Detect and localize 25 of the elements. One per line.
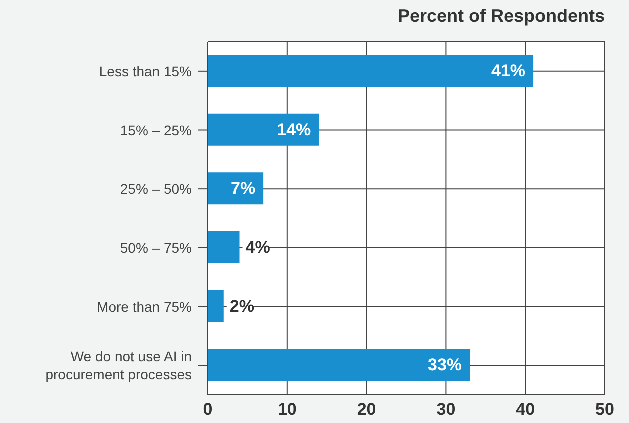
x-tick-label: 10	[278, 400, 297, 420]
data-label: 2%	[230, 296, 254, 316]
chart-title: Percent of Respondents	[398, 6, 605, 27]
bar	[208, 349, 470, 382]
x-tick-label: 30	[436, 400, 456, 420]
x-tick-label: 20	[357, 400, 376, 420]
y-tick-label: 25% – 50%	[120, 181, 192, 198]
data-label: 4%	[246, 238, 270, 257]
data-label: 7%	[231, 179, 256, 198]
data-label: 33%	[428, 356, 462, 375]
data-label: 41%	[492, 62, 526, 80]
bar	[208, 232, 240, 264]
x-tick-label: 40	[516, 400, 536, 420]
data-label: 14%	[277, 120, 312, 140]
bar	[208, 172, 264, 205]
bar	[208, 55, 534, 87]
bar	[208, 114, 320, 146]
y-tick-label: Less than 15%	[99, 63, 192, 80]
x-tick-label: 50	[596, 400, 614, 420]
y-tick-label: We do not use AI in procurement processes	[46, 348, 192, 383]
x-tick-label: 0	[203, 400, 213, 420]
y-tick-label: 15% – 25%	[120, 122, 192, 138]
y-tick-label: More than 75%	[97, 298, 192, 315]
y-tick-label: 50% – 75%	[120, 240, 192, 256]
bar	[208, 290, 224, 322]
